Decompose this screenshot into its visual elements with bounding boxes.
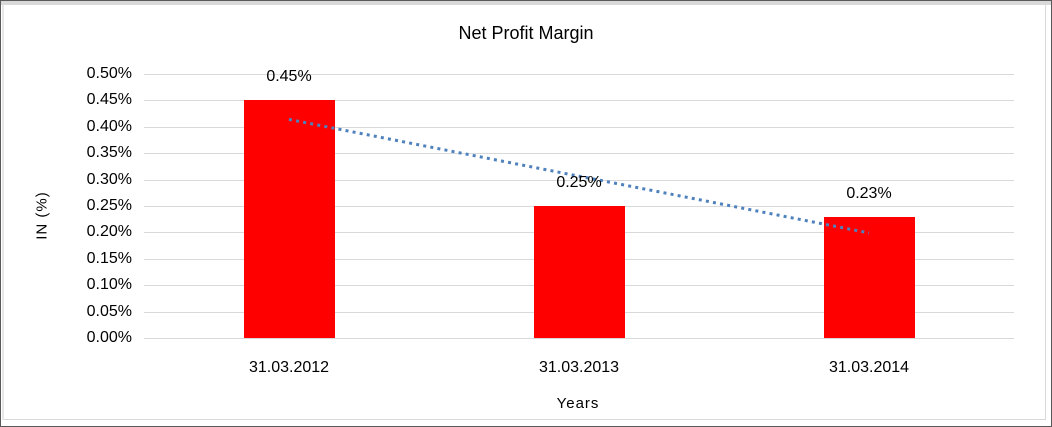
- frame-bottom-line: [3, 419, 1046, 420]
- bar-31.03.2014: [823, 216, 915, 338]
- bar-value-label: 0.25%: [556, 174, 602, 191]
- x-axis-title: Years: [556, 395, 600, 412]
- gridline: [144, 100, 1014, 102]
- y-tick-label: 0.10%: [86, 276, 132, 294]
- bar-31.03.2013: [533, 206, 625, 338]
- frame-top-line: [1, 1, 1051, 5]
- category-label: 31.03.2013: [538, 359, 620, 376]
- frame-left-line: [2, 5, 4, 420]
- y-tick-label: 0.00%: [86, 329, 132, 346]
- bar-31.03.2012: [243, 100, 335, 338]
- y-tick-label: 0.25%: [86, 197, 132, 214]
- category-label: 31.03.2012: [248, 359, 330, 376]
- category-label: 31.03.2014: [828, 359, 910, 376]
- y-tick-label: 0.45%: [86, 91, 132, 109]
- bar-value-label: 0.45%: [266, 68, 312, 86]
- y-tick-label: 0.50%: [86, 65, 132, 82]
- gridline: [144, 338, 1014, 339]
- y-axis-title: IN (%): [33, 191, 51, 240]
- y-tick-label: 0.15%: [86, 249, 132, 267]
- chart-title: Net Profit Margin: [458, 23, 594, 43]
- y-tick-label: 0.30%: [86, 170, 132, 188]
- y-tick-label: 0.05%: [86, 302, 132, 320]
- bar-value-label: 0.23%: [846, 184, 892, 202]
- gridline: [144, 74, 1014, 75]
- y-tick-label: 0.35%: [86, 144, 132, 162]
- frame-right-line: [1045, 5, 1046, 420]
- y-tick-label: 0.40%: [86, 117, 132, 135]
- y-tick-label: 0.20%: [86, 223, 132, 241]
